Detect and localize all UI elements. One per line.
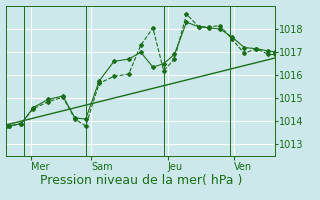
X-axis label: Pression niveau de la mer( hPa ): Pression niveau de la mer( hPa )	[40, 174, 242, 187]
